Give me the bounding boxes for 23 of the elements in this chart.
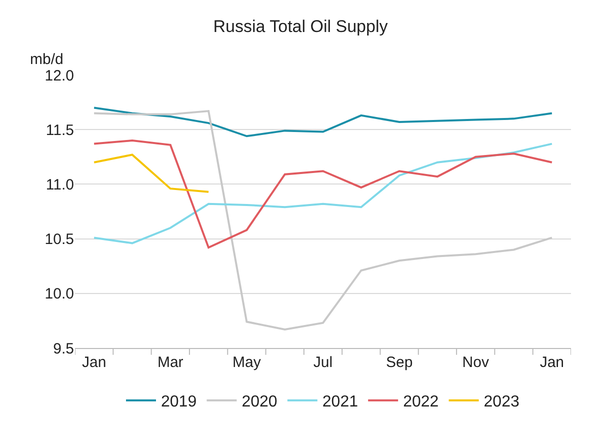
legend-label: 2021 [322, 394, 358, 411]
y-tick-label: 10.0 [44, 286, 74, 303]
x-tick-label: Nov [462, 354, 490, 371]
line-series [93, 154, 210, 193]
x-tick-label: Sep [386, 354, 413, 371]
x-tick-label: Jan [540, 354, 564, 371]
chart-title: Russia Total Oil Supply [213, 17, 388, 36]
y-tick-label: 12.0 [44, 67, 74, 84]
x-tick-label: Mar [157, 354, 184, 371]
y-tick-label: 10.5 [44, 231, 74, 248]
legend-label: 2019 [161, 394, 197, 411]
line-series [93, 106, 553, 138]
x-tick-label: May [232, 354, 262, 371]
x-tick-label: Jan [82, 354, 106, 371]
legend-label: 2020 [242, 394, 278, 411]
y-tick-label: 11.5 [46, 122, 74, 139]
y-tick-label: 11.0 [46, 176, 74, 194]
legend-label: 2022 [403, 394, 439, 411]
legend-label: 2023 [484, 394, 520, 411]
x-tick-label: Jul [313, 354, 333, 371]
line-series [93, 110, 553, 330]
y-tick-label: 9.5 [53, 340, 74, 358]
y-axis-title: mb/d [30, 51, 64, 68]
